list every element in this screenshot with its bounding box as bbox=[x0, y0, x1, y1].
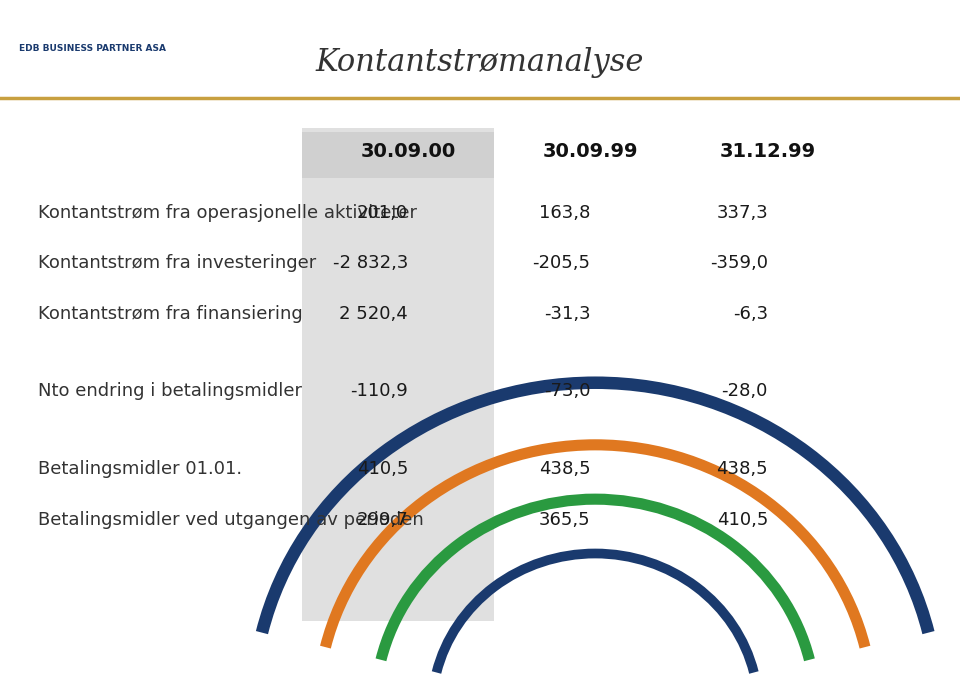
Text: 299,7: 299,7 bbox=[356, 511, 408, 529]
Text: Nto endring i betalingsmidler: Nto endring i betalingsmidler bbox=[38, 383, 302, 400]
Text: -359,0: -359,0 bbox=[710, 254, 768, 272]
Text: -110,9: -110,9 bbox=[350, 383, 408, 400]
Text: -2 832,3: -2 832,3 bbox=[332, 254, 408, 272]
Text: 30.09.00: 30.09.00 bbox=[360, 142, 456, 161]
Text: 438,5: 438,5 bbox=[716, 460, 768, 478]
Text: 31.12.99: 31.12.99 bbox=[720, 142, 816, 161]
Text: 365,5: 365,5 bbox=[539, 511, 590, 529]
Text: 2 520,4: 2 520,4 bbox=[339, 305, 408, 323]
Text: 163,8: 163,8 bbox=[539, 204, 590, 221]
Bar bbox=[302, 128, 494, 621]
Text: 438,5: 438,5 bbox=[539, 460, 590, 478]
Text: EDB BUSINESS PARTNER ASA: EDB BUSINESS PARTNER ASA bbox=[19, 44, 166, 53]
Text: Kontantstrøm fra investeringer: Kontantstrøm fra investeringer bbox=[38, 254, 317, 272]
Text: Kontantstrøm fra operasjonelle aktiviteter: Kontantstrøm fra operasjonelle aktivitet… bbox=[38, 204, 418, 221]
Text: -31,3: -31,3 bbox=[543, 305, 590, 323]
Text: -6,3: -6,3 bbox=[732, 305, 768, 323]
Bar bbox=[302, 132, 494, 178]
Text: 337,3: 337,3 bbox=[716, 204, 768, 221]
Text: 410,5: 410,5 bbox=[716, 511, 768, 529]
Text: Kontantstrømanalyse: Kontantstrømanalyse bbox=[316, 47, 644, 78]
Text: Kontantstrøm fra finansiering: Kontantstrøm fra finansiering bbox=[38, 305, 303, 323]
Text: Betalingsmidler ved utgangen av perioden: Betalingsmidler ved utgangen av perioden bbox=[38, 511, 424, 529]
Text: 410,5: 410,5 bbox=[356, 460, 408, 478]
Text: 30.09.99: 30.09.99 bbox=[542, 142, 638, 161]
Text: Betalingsmidler 01.01.: Betalingsmidler 01.01. bbox=[38, 460, 243, 478]
Text: -28,0: -28,0 bbox=[722, 383, 768, 400]
Text: -73,0: -73,0 bbox=[544, 383, 590, 400]
Text: 201,0: 201,0 bbox=[357, 204, 408, 221]
Text: -205,5: -205,5 bbox=[533, 254, 590, 272]
